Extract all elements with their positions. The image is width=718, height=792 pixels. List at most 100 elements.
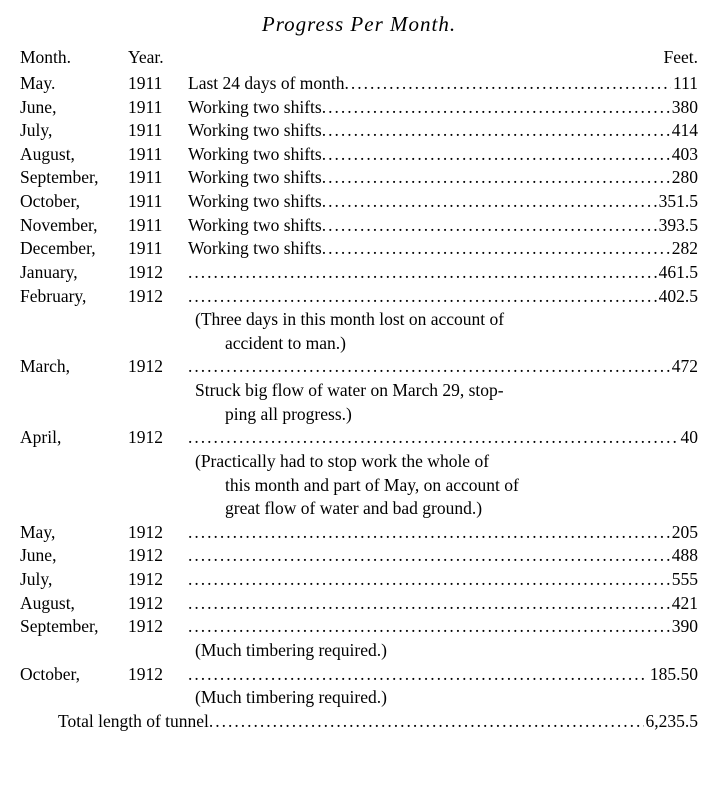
leader-dots	[188, 261, 657, 285]
month-cell: December,	[20, 237, 128, 261]
year-cell: 1912	[128, 355, 188, 379]
note-line: (Much timbering required.)	[20, 686, 698, 710]
header-feet: Feet.	[663, 46, 698, 70]
leader-dots	[188, 663, 648, 687]
leader-dots	[188, 592, 670, 616]
leader-dots	[188, 544, 670, 568]
feet-cell: 40	[679, 426, 699, 450]
year-cell: 1912	[128, 592, 188, 616]
note-line: Struck big flow of water on March 29, st…	[20, 379, 698, 403]
leader-dots	[322, 96, 670, 120]
month-cell: October,	[20, 663, 128, 687]
feet-cell: 403	[670, 143, 698, 167]
year-cell: 1912	[128, 285, 188, 309]
desc-cell: Working two shifts	[188, 143, 322, 167]
page-title: Progress Per Month.	[20, 10, 698, 38]
desc-leader	[188, 521, 670, 545]
desc-leader: Working two shifts	[188, 237, 670, 261]
feet-cell: 402.5	[657, 285, 698, 309]
table-row: May,1912205	[20, 521, 698, 545]
feet-cell: 351.5	[657, 190, 698, 214]
feet-cell: 555	[670, 568, 698, 592]
leader-dots	[322, 190, 657, 214]
year-cell: 1911	[128, 214, 188, 238]
feet-cell: 185.50	[648, 663, 698, 687]
month-cell: April,	[20, 426, 128, 450]
month-cell: July,	[20, 119, 128, 143]
month-cell: August,	[20, 143, 128, 167]
leader-dots	[188, 355, 670, 379]
year-cell: 1912	[128, 426, 188, 450]
desc-leader: Working two shifts	[188, 214, 657, 238]
feet-cell: 393.5	[657, 214, 698, 238]
table-row: September,1911Working two shifts280	[20, 166, 698, 190]
leader-dots	[322, 166, 670, 190]
feet-cell: 421	[670, 592, 698, 616]
leader-dots	[209, 710, 644, 734]
desc-cell: Last 24 days of month	[188, 72, 345, 96]
leader-dots	[345, 72, 672, 96]
table-row: November,1911Working two shifts393.5	[20, 214, 698, 238]
feet-cell: 111	[671, 72, 698, 96]
desc-cell: Working two shifts	[188, 214, 322, 238]
table-row: June,1912488	[20, 544, 698, 568]
leader-dots	[188, 568, 670, 592]
year-cell: 1911	[128, 119, 188, 143]
feet-cell: 414	[670, 119, 698, 143]
desc-cell: Working two shifts	[188, 237, 322, 261]
feet-cell: 282	[670, 237, 698, 261]
desc-leader	[188, 592, 670, 616]
year-cell: 1911	[128, 190, 188, 214]
year-cell: 1911	[128, 96, 188, 120]
year-cell: 1912	[128, 568, 188, 592]
desc-leader: Last 24 days of month	[188, 72, 671, 96]
leader-dots	[322, 237, 670, 261]
desc-leader: Working two shifts	[188, 190, 657, 214]
desc-leader: Working two shifts	[188, 166, 670, 190]
table-row: January,1912461.5	[20, 261, 698, 285]
total-label: Total length of tunnel	[58, 710, 209, 734]
note-line: ping all progress.)	[20, 403, 698, 427]
table-row: March,1912472	[20, 355, 698, 379]
table-row: September,1912 390	[20, 615, 698, 639]
desc-leader	[188, 615, 670, 639]
desc-leader	[188, 426, 679, 450]
table-row: December,1911Working two shifts282	[20, 237, 698, 261]
month-cell: July,	[20, 568, 128, 592]
desc-leader	[188, 261, 657, 285]
note-line: accident to man.)	[20, 332, 698, 356]
month-cell: September,	[20, 166, 128, 190]
year-cell: 1912	[128, 544, 188, 568]
total-row: Total length of tunnel 6,235.5	[20, 710, 698, 734]
month-cell: September,	[20, 615, 128, 639]
table-row: May.1911Last 24 days of month 111	[20, 72, 698, 96]
leader-dots	[188, 521, 670, 545]
desc-leader	[188, 355, 670, 379]
year-cell: 1911	[128, 143, 188, 167]
table-row: October,1912 185.50	[20, 663, 698, 687]
desc-leader: Working two shifts	[188, 96, 670, 120]
note-line: (Practically had to stop work the whole …	[20, 450, 698, 474]
table-row: February,1912 402.5	[20, 285, 698, 309]
leader-dots	[322, 214, 657, 238]
month-cell: February,	[20, 285, 128, 309]
month-cell: August,	[20, 592, 128, 616]
month-cell: October,	[20, 190, 128, 214]
total-feet: 6,235.5	[644, 710, 699, 734]
month-cell: June,	[20, 96, 128, 120]
table-row: August,1911Working two shifts 403	[20, 143, 698, 167]
feet-cell: 390	[670, 615, 698, 639]
desc-cell: Working two shifts	[188, 119, 322, 143]
year-cell: 1912	[128, 663, 188, 687]
note-line: (Three days in this month lost on accoun…	[20, 308, 698, 332]
desc-leader	[188, 568, 670, 592]
month-cell: May.	[20, 72, 128, 96]
month-cell: May,	[20, 521, 128, 545]
year-cell: 1912	[128, 615, 188, 639]
table-row: July,1911Working two shifts 414	[20, 119, 698, 143]
progress-table: May.1911Last 24 days of month111June,191…	[20, 72, 698, 710]
year-cell: 1911	[128, 72, 188, 96]
desc-cell: Working two shifts	[188, 166, 322, 190]
leader-dots	[322, 143, 670, 167]
feet-cell: 205	[670, 521, 698, 545]
